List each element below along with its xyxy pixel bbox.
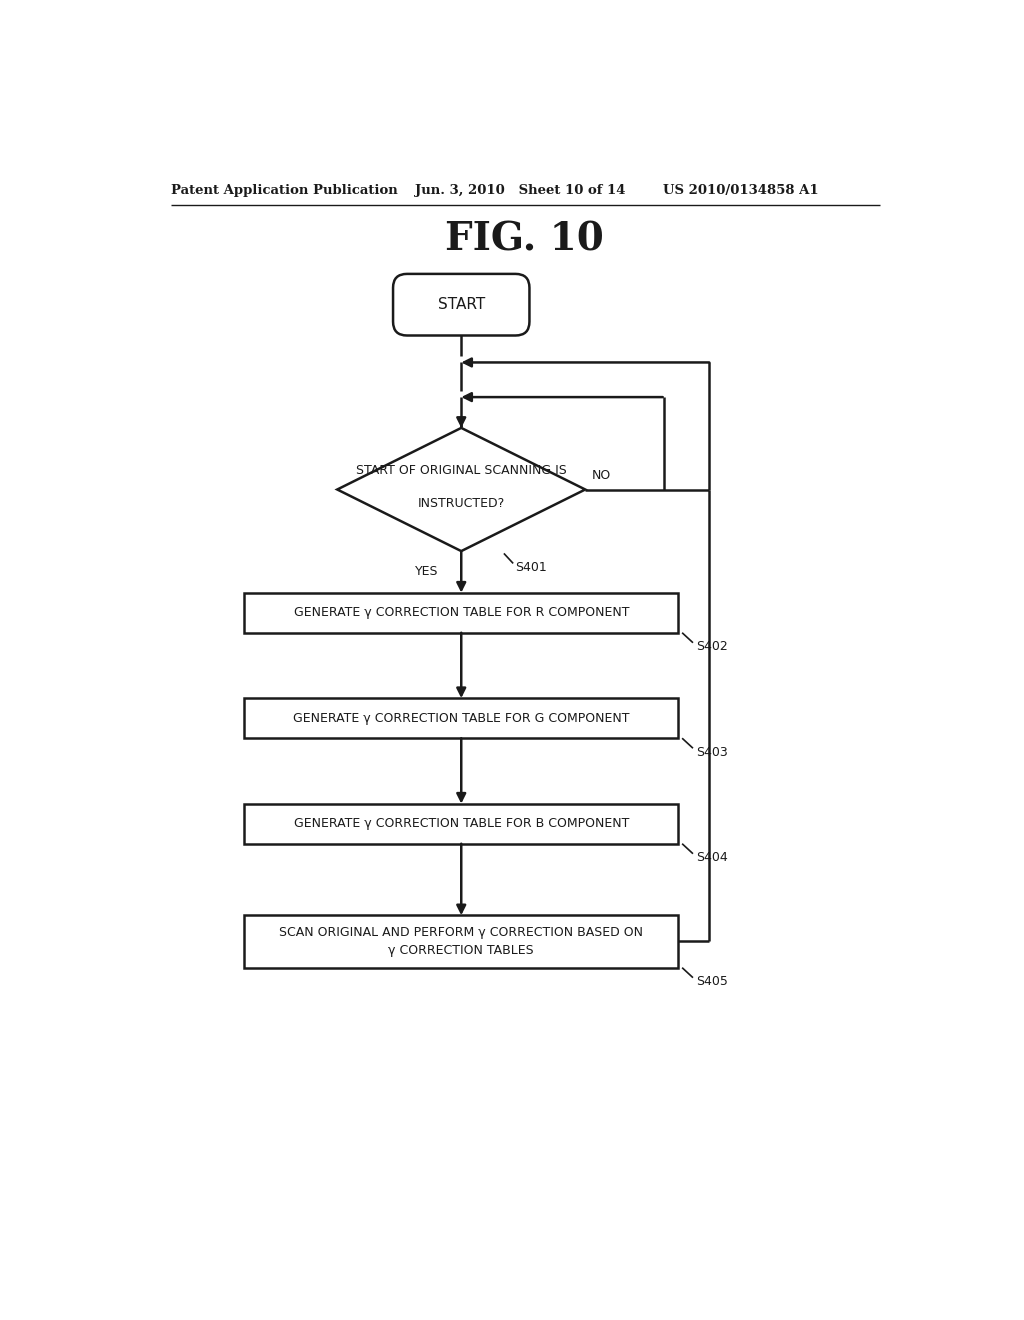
Text: S401: S401	[515, 561, 547, 574]
Text: GENERATE γ CORRECTION TABLE FOR R COMPONENT: GENERATE γ CORRECTION TABLE FOR R COMPON…	[294, 606, 629, 619]
Text: Jun. 3, 2010   Sheet 10 of 14: Jun. 3, 2010 Sheet 10 of 14	[415, 185, 626, 197]
Text: γ CORRECTION TABLES: γ CORRECTION TABLES	[388, 944, 535, 957]
Bar	[245, 698, 678, 738]
Text: S402: S402	[696, 640, 728, 653]
Text: GENERATE γ CORRECTION TABLE FOR B COMPONENT: GENERATE γ CORRECTION TABLE FOR B COMPON…	[294, 817, 629, 830]
Text: GENERATE γ CORRECTION TABLE FOR G COMPONENT: GENERATE γ CORRECTION TABLE FOR G COMPON…	[293, 711, 630, 725]
Polygon shape	[337, 428, 586, 552]
Bar	[245, 593, 678, 632]
Text: S405: S405	[696, 975, 728, 989]
Text: S403: S403	[696, 746, 728, 759]
Text: NO: NO	[592, 469, 610, 482]
Text: Patent Application Publication: Patent Application Publication	[171, 185, 397, 197]
Bar	[245, 915, 678, 968]
Text: SCAN ORIGINAL AND PERFORM γ CORRECTION BASED ON: SCAN ORIGINAL AND PERFORM γ CORRECTION B…	[280, 925, 643, 939]
Bar	[245, 804, 678, 843]
Text: US 2010/0134858 A1: US 2010/0134858 A1	[663, 185, 818, 197]
Text: INSTRUCTED?: INSTRUCTED?	[418, 496, 505, 510]
Text: FIG. 10: FIG. 10	[445, 220, 604, 259]
Text: YES: YES	[415, 565, 438, 578]
FancyBboxPatch shape	[393, 275, 529, 335]
Text: START: START	[437, 297, 485, 313]
Text: START OF ORIGINAL SCANNING IS: START OF ORIGINAL SCANNING IS	[356, 463, 566, 477]
Text: S404: S404	[696, 851, 728, 865]
